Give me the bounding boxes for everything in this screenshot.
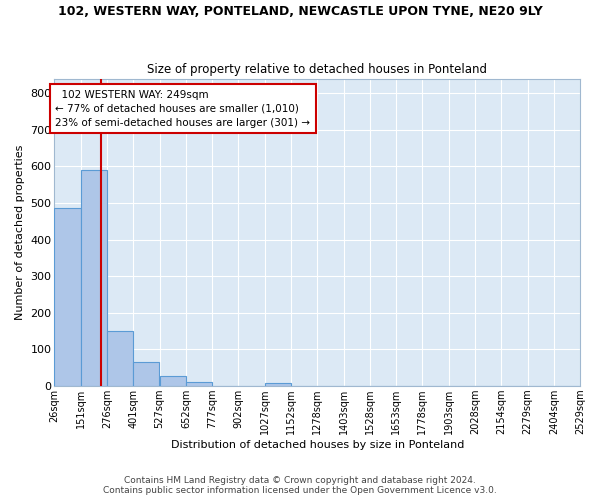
Bar	[265, 383, 291, 386]
Text: Contains HM Land Registry data © Crown copyright and database right 2024.
Contai: Contains HM Land Registry data © Crown c…	[103, 476, 497, 495]
Bar	[107, 331, 133, 386]
Bar	[55, 208, 81, 386]
Title: Size of property relative to detached houses in Ponteland: Size of property relative to detached ho…	[147, 63, 487, 76]
Y-axis label: Number of detached properties: Number of detached properties	[15, 144, 25, 320]
Text: 102 WESTERN WAY: 249sqm
← 77% of detached houses are smaller (1,010)
23% of semi: 102 WESTERN WAY: 249sqm ← 77% of detache…	[55, 90, 310, 128]
Bar	[133, 362, 160, 386]
Bar	[186, 382, 212, 386]
Text: 102, WESTERN WAY, PONTELAND, NEWCASTLE UPON TYNE, NE20 9LY: 102, WESTERN WAY, PONTELAND, NEWCASTLE U…	[58, 5, 542, 18]
X-axis label: Distribution of detached houses by size in Ponteland: Distribution of detached houses by size …	[170, 440, 464, 450]
Bar	[160, 376, 186, 386]
Bar	[81, 170, 107, 386]
